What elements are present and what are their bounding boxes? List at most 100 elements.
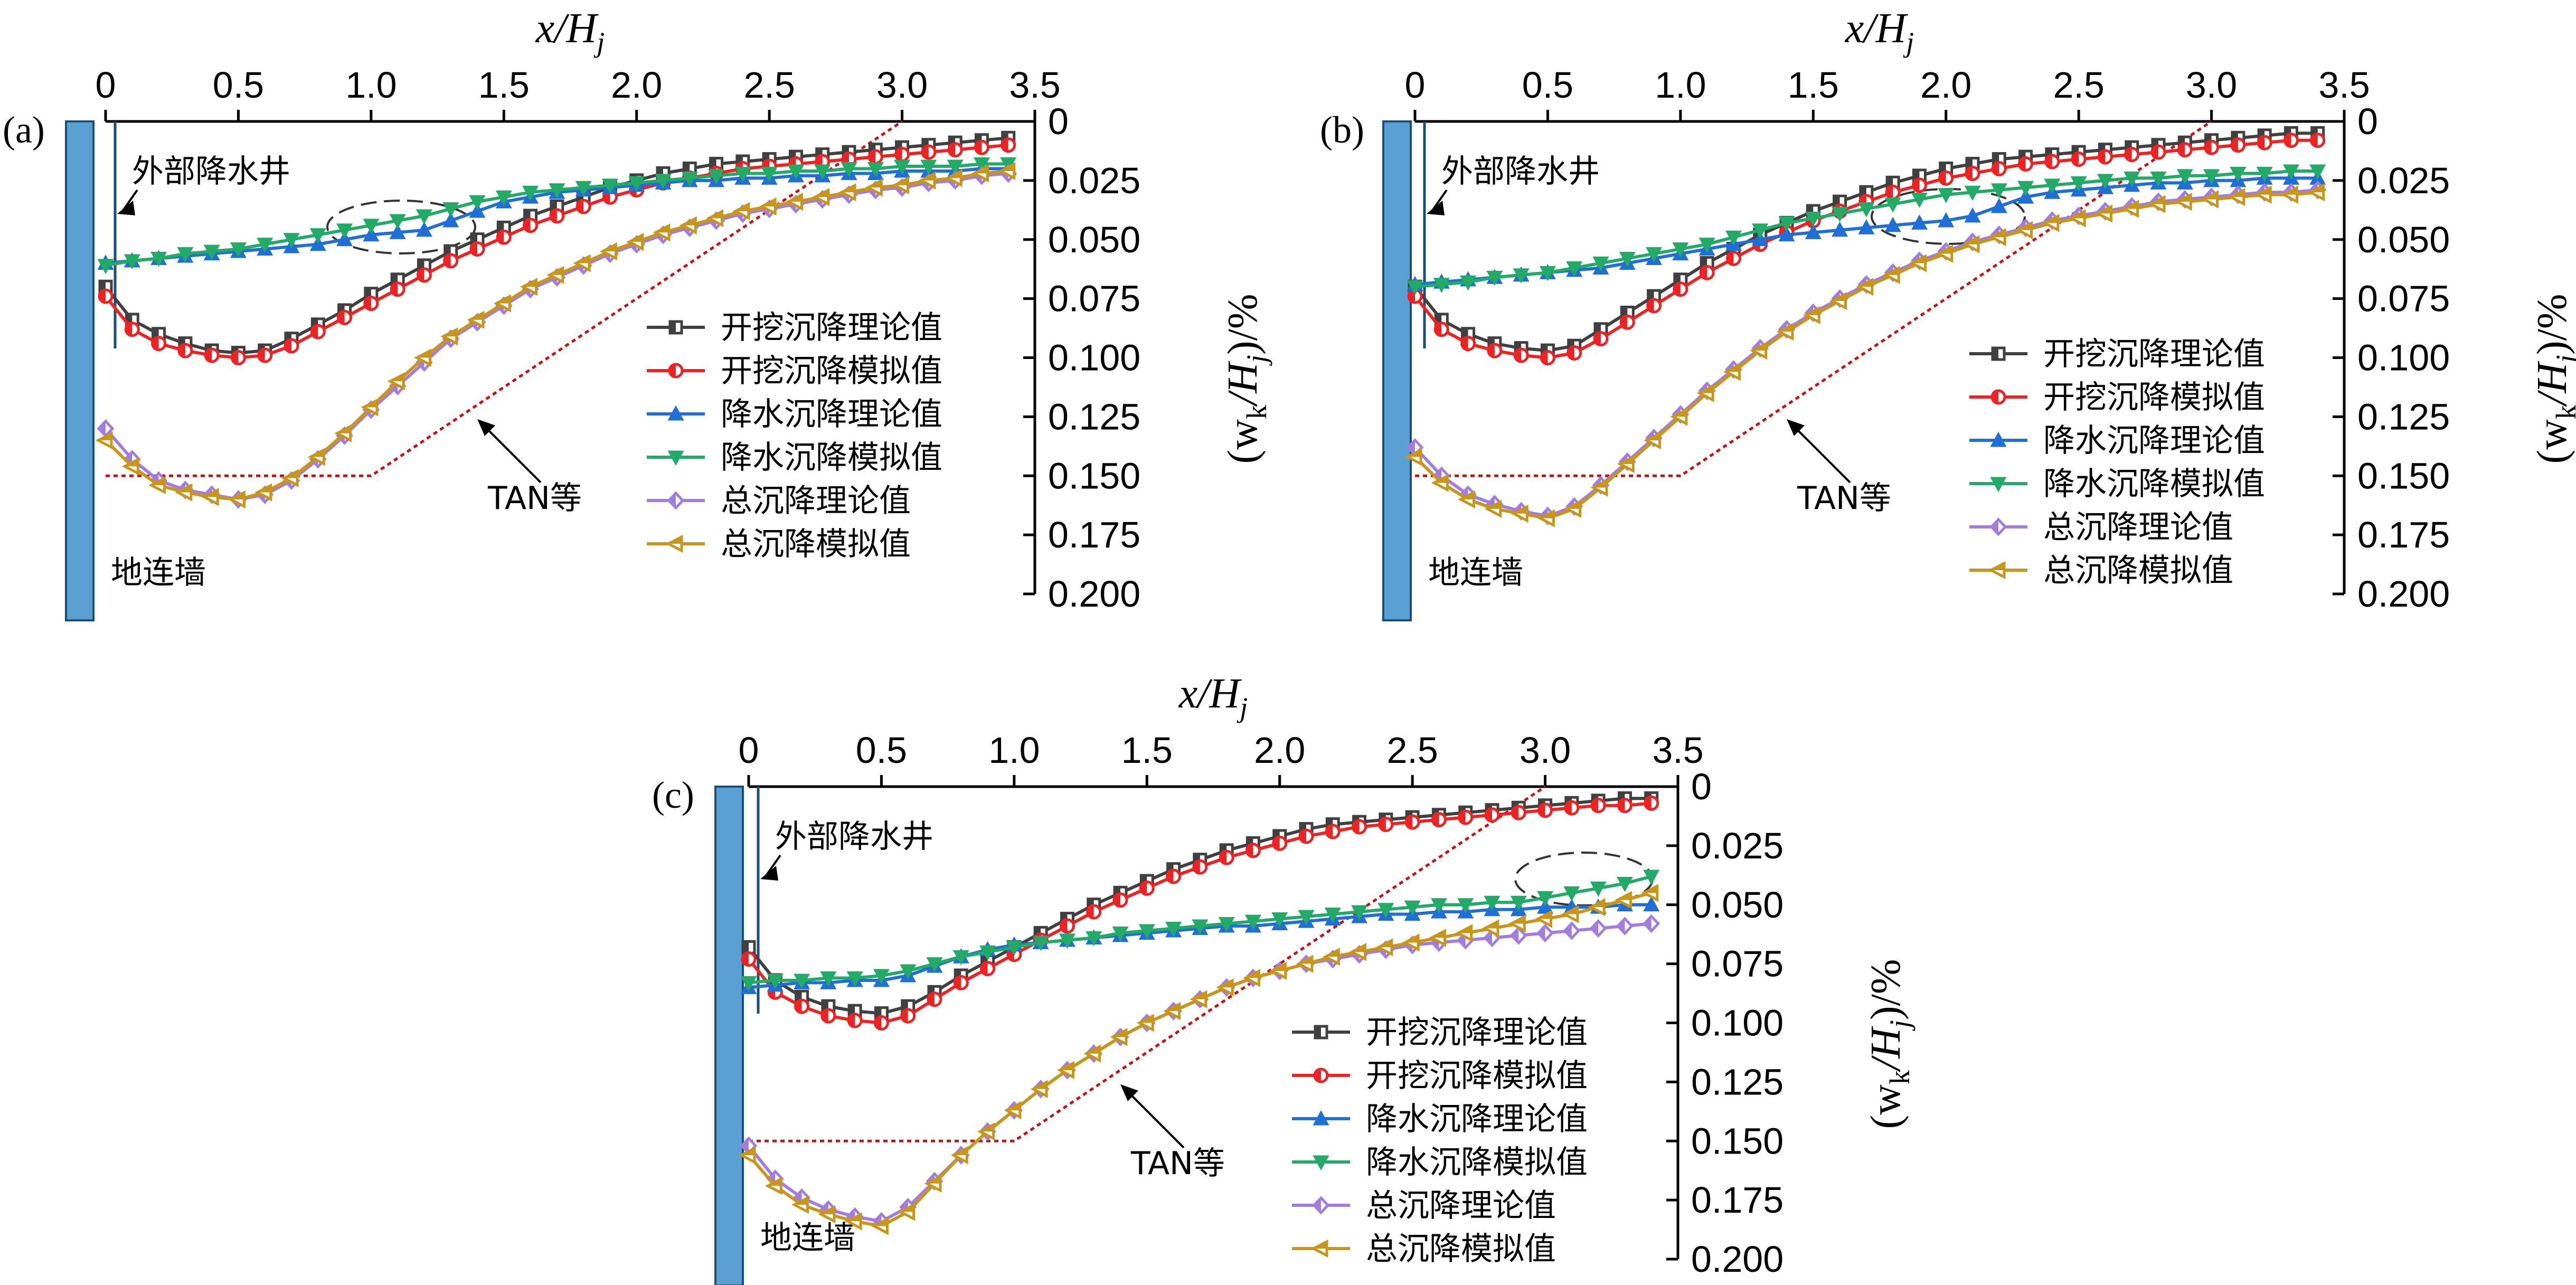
y-tick-label: 0.175 — [1048, 514, 1140, 555]
well-arrow-head — [117, 201, 135, 215]
data-point-fill — [2071, 211, 2085, 219]
x-tick-label: 2.5 — [1386, 730, 1438, 771]
legend-marker-fill — [1315, 1026, 1321, 1038]
data-point-fill — [178, 344, 185, 357]
data-point-fill — [1647, 299, 1654, 313]
legend-item-total_sim: 总沉降模拟值 — [1969, 552, 2233, 589]
tan-envelope-line — [749, 785, 1546, 1142]
data-point-fill — [849, 1005, 855, 1017]
data-point — [575, 181, 592, 196]
data-point-fill — [1088, 899, 1094, 911]
data-point-fill — [742, 952, 749, 966]
data-point-fill — [1167, 870, 1174, 883]
data-point-fill — [1488, 337, 1495, 349]
data-point-fill — [1858, 280, 1872, 287]
tan-label: TAN等 — [487, 480, 582, 517]
data-point-fill — [1619, 792, 1625, 805]
x-tick-label: 3.0 — [2186, 64, 2237, 106]
data-point — [1646, 247, 1663, 262]
data-point-fill — [901, 1009, 908, 1023]
data-point-fill — [1621, 316, 1628, 329]
data-point-fill — [1220, 851, 1227, 864]
data-point-fill — [1245, 971, 1259, 978]
data-point-fill — [1486, 808, 1492, 821]
data-point — [900, 964, 917, 980]
data-point-fill — [822, 1000, 828, 1013]
data-point-fill — [577, 200, 584, 213]
data-point-fill — [1300, 829, 1306, 843]
data-point-fill — [1568, 346, 1574, 360]
y-tick-label: 0.125 — [1691, 1061, 1784, 1102]
highlight-ellipse — [326, 200, 476, 254]
data-point-fill — [2285, 134, 2291, 147]
data-point-fill — [975, 141, 982, 154]
data-point-fill — [1913, 169, 1920, 182]
data-point-fill — [1993, 153, 1999, 165]
data-point — [873, 969, 890, 985]
y-tick-label: 0.075 — [2357, 278, 2450, 319]
legend-item-dewater_theory: 降水沉降理论值 — [1969, 422, 2265, 459]
data-point-fill — [310, 450, 324, 457]
y-tick-label: 0.100 — [1691, 1003, 1784, 1044]
data-point-fill — [1542, 345, 1548, 357]
data-point-fill — [981, 962, 988, 975]
legend-item-dewater_sim: 降水沉降模拟值 — [647, 439, 942, 476]
data-point-fill — [1567, 502, 1580, 509]
legend-label: 开挖沉降理论值 — [721, 309, 942, 346]
data-point — [1086, 931, 1102, 947]
data-point — [1832, 221, 1848, 237]
data-point-fill — [2152, 146, 2158, 159]
data-point — [926, 957, 943, 972]
data-point-fill — [1408, 450, 1421, 457]
data-point-fill — [928, 993, 935, 1006]
data-point-fill — [1752, 344, 1766, 351]
data-point-fill — [868, 181, 882, 188]
data-point-fill — [976, 134, 982, 146]
y-tick-label: 0 — [1048, 101, 1069, 142]
legend-item-excav_sim: 开挖沉降模拟值 — [1292, 1057, 1588, 1094]
data-point — [867, 162, 884, 177]
data-point-fill — [1674, 282, 1681, 296]
legend-label: 降水沉降模拟值 — [721, 439, 942, 476]
legend-marker-fill — [1992, 391, 1998, 403]
data-point-fill — [98, 433, 111, 441]
data-point-fill — [1644, 886, 1657, 893]
data-point-fill — [470, 313, 483, 320]
data-point — [1032, 936, 1049, 951]
data-point — [1298, 910, 1315, 925]
data-point — [1752, 223, 1769, 239]
data-point-fill — [848, 1014, 855, 1027]
data-point-fill — [496, 296, 510, 304]
data-point — [1537, 891, 1554, 906]
data-point — [1165, 922, 1182, 937]
y-tick-label: 0.050 — [1691, 884, 1784, 925]
data-point-fill — [1807, 205, 1814, 218]
series-total_sim — [1404, 183, 2325, 527]
data-point — [1616, 876, 1633, 892]
data-point — [495, 190, 512, 206]
x-tick-label: 0 — [739, 730, 759, 771]
data-point-fill — [1378, 940, 1392, 948]
data-point-fill — [1139, 1016, 1153, 1023]
data-point-fill — [1512, 928, 1519, 943]
panel-label: (a) — [3, 109, 45, 151]
data-point-fill — [1462, 328, 1468, 340]
data-point — [2203, 169, 2220, 185]
data-point-fill — [1886, 186, 1893, 199]
panel-label: (c) — [652, 774, 694, 816]
data-point-fill — [1061, 913, 1068, 925]
data-point — [734, 166, 751, 182]
data-point-fill — [1219, 980, 1233, 988]
data-point-fill — [1035, 927, 1041, 939]
data-point-fill — [1408, 440, 1415, 455]
data-point-fill — [204, 490, 218, 497]
legend-marker — [667, 405, 684, 421]
data-point — [1672, 242, 1689, 258]
legend-item-total_sim: 总沉降模拟值 — [1292, 1231, 1556, 1268]
data-point-fill — [2179, 137, 2185, 149]
x-tick-label: 1.0 — [1655, 64, 1706, 106]
data-point-fill — [1166, 1004, 1180, 1012]
x-tick-label: 2.0 — [1254, 730, 1305, 771]
data-point-fill — [550, 210, 557, 223]
legend-marker-fill — [670, 322, 676, 333]
